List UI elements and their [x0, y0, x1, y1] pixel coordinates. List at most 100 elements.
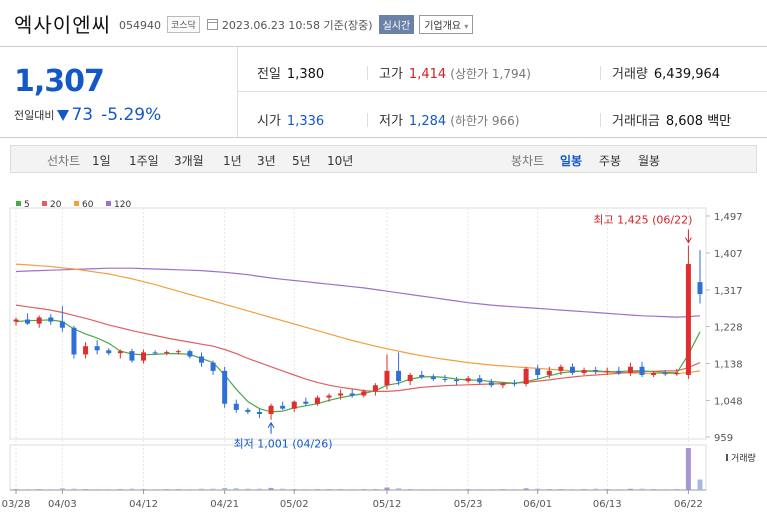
y-tick-label: 1,048: [714, 396, 743, 407]
volume-label: 거래량: [731, 452, 756, 464]
candle-body: [546, 370, 552, 375]
candle-body: [164, 351, 170, 353]
volume-bar: [523, 488, 529, 490]
y-tick-label: 1,497: [714, 212, 743, 223]
stock-code: 054940: [119, 18, 161, 32]
candle-body: [314, 397, 320, 404]
y-tick-label: 959: [714, 433, 733, 444]
volume-bar: [593, 488, 599, 490]
candle-monthly[interactable]: 월봉: [638, 154, 661, 168]
volume-legend-mark: [726, 454, 728, 461]
prev-close: 전일 1,380: [257, 63, 324, 82]
candle-body: [477, 378, 483, 383]
candle-body: [141, 352, 147, 361]
realtime-button[interactable]: 실시간: [378, 15, 415, 34]
volume-bar: [175, 489, 181, 490]
candle-body: [48, 317, 54, 322]
x-tick-label: 04/21: [210, 499, 239, 510]
candle-weekly[interactable]: 주봉: [599, 154, 622, 168]
min-arrow-head: [267, 421, 275, 429]
candle-body: [338, 393, 344, 396]
period-10y[interactable]: 10년: [327, 154, 354, 168]
max-arrow-head: [684, 237, 692, 244]
volume-bar: [94, 489, 100, 490]
company-overview-dropdown[interactable]: 기업개요 ▾: [419, 15, 474, 34]
candle-body: [25, 319, 31, 324]
volume-bar: [48, 489, 54, 490]
period-1y[interactable]: 1년: [223, 154, 242, 168]
stock-name: 엑사이엔씨: [14, 12, 111, 37]
candle-body: [71, 327, 77, 355]
ma120-line: [15, 267, 701, 318]
line-chart-label[interactable]: 선차트: [47, 154, 81, 168]
volume-bar: [117, 489, 123, 490]
divider: [367, 66, 368, 80]
high-value: 1,414: [408, 67, 447, 82]
candle-body: [512, 383, 518, 385]
legend-swatch: [106, 201, 111, 206]
legend-label: 5: [24, 200, 30, 210]
volume-bar: [338, 489, 344, 490]
candle-body: [651, 372, 657, 375]
candle-chart-label[interactable]: 봉차트: [511, 154, 545, 168]
candle-body: [604, 370, 610, 372]
volume-bar: [187, 489, 193, 490]
market-badge: 코스닥: [167, 16, 200, 33]
candle-body: [396, 370, 402, 382]
volume-bar: [349, 489, 355, 490]
volume-bar: [361, 489, 367, 490]
x-tick-label: 05/12: [373, 499, 402, 510]
period-1w[interactable]: 1주일: [129, 154, 159, 168]
volume-bar: [558, 489, 564, 490]
volume-bar: [71, 488, 77, 490]
volume-bar: [419, 489, 425, 490]
volume-bar: [326, 489, 332, 490]
change-percent: -5.29%: [101, 105, 162, 125]
candle-body: [198, 356, 204, 363]
candle-body: [372, 385, 378, 392]
volume-bar: [465, 489, 471, 490]
volume-bar: [500, 489, 506, 490]
volume-bar: [651, 489, 657, 490]
candle-body: [280, 405, 286, 409]
volume-bar: [13, 489, 19, 490]
quote-divider: [238, 91, 767, 92]
candle-body: [616, 370, 622, 373]
candle-body: [152, 352, 158, 354]
period-5y[interactable]: 5년: [292, 154, 311, 168]
candle-body: [430, 377, 436, 380]
quote-panel: 1,307 전일대비 73 -5.29% 전일 1,380 고가 1,414 (상한…: [0, 46, 767, 138]
candle-body: [361, 391, 367, 396]
candle-body: [94, 346, 100, 351]
candle-body: [13, 319, 19, 322]
period-1d[interactable]: 1일: [92, 154, 111, 168]
candle-body: [442, 379, 448, 381]
legend-swatch: [74, 201, 79, 206]
candle-body: [674, 372, 680, 375]
candle-body: [685, 264, 691, 375]
volume-bar: [280, 488, 286, 490]
volume-bar: [141, 489, 147, 490]
x-tick-label: 06/13: [593, 499, 622, 510]
candle-body: [465, 378, 471, 382]
low-label: 저가: [379, 114, 403, 129]
low-value: 1,284: [408, 114, 447, 129]
volume-bar: [222, 487, 228, 490]
volume-bar: [291, 489, 297, 490]
candle-body: [117, 351, 123, 354]
candle-daily[interactable]: 일봉: [560, 154, 583, 168]
period-3m[interactable]: 3개월: [174, 154, 204, 168]
volume-bar: [129, 488, 135, 490]
max-annotation: 최고 1,425 (06/22): [593, 214, 692, 227]
legend-swatch: [16, 201, 21, 206]
x-tick-label: 06/22: [674, 499, 703, 510]
volume-bar: [616, 489, 622, 490]
volume-bar: [604, 489, 610, 490]
volume-bar: [454, 489, 460, 490]
open-price: 시가 1,336: [257, 110, 324, 129]
x-tick-label: 05/02: [280, 499, 309, 510]
legend-label: 20: [50, 200, 62, 210]
candle-body: [222, 370, 228, 404]
period-3y[interactable]: 3년: [257, 154, 276, 168]
calendar-icon: [206, 19, 218, 30]
